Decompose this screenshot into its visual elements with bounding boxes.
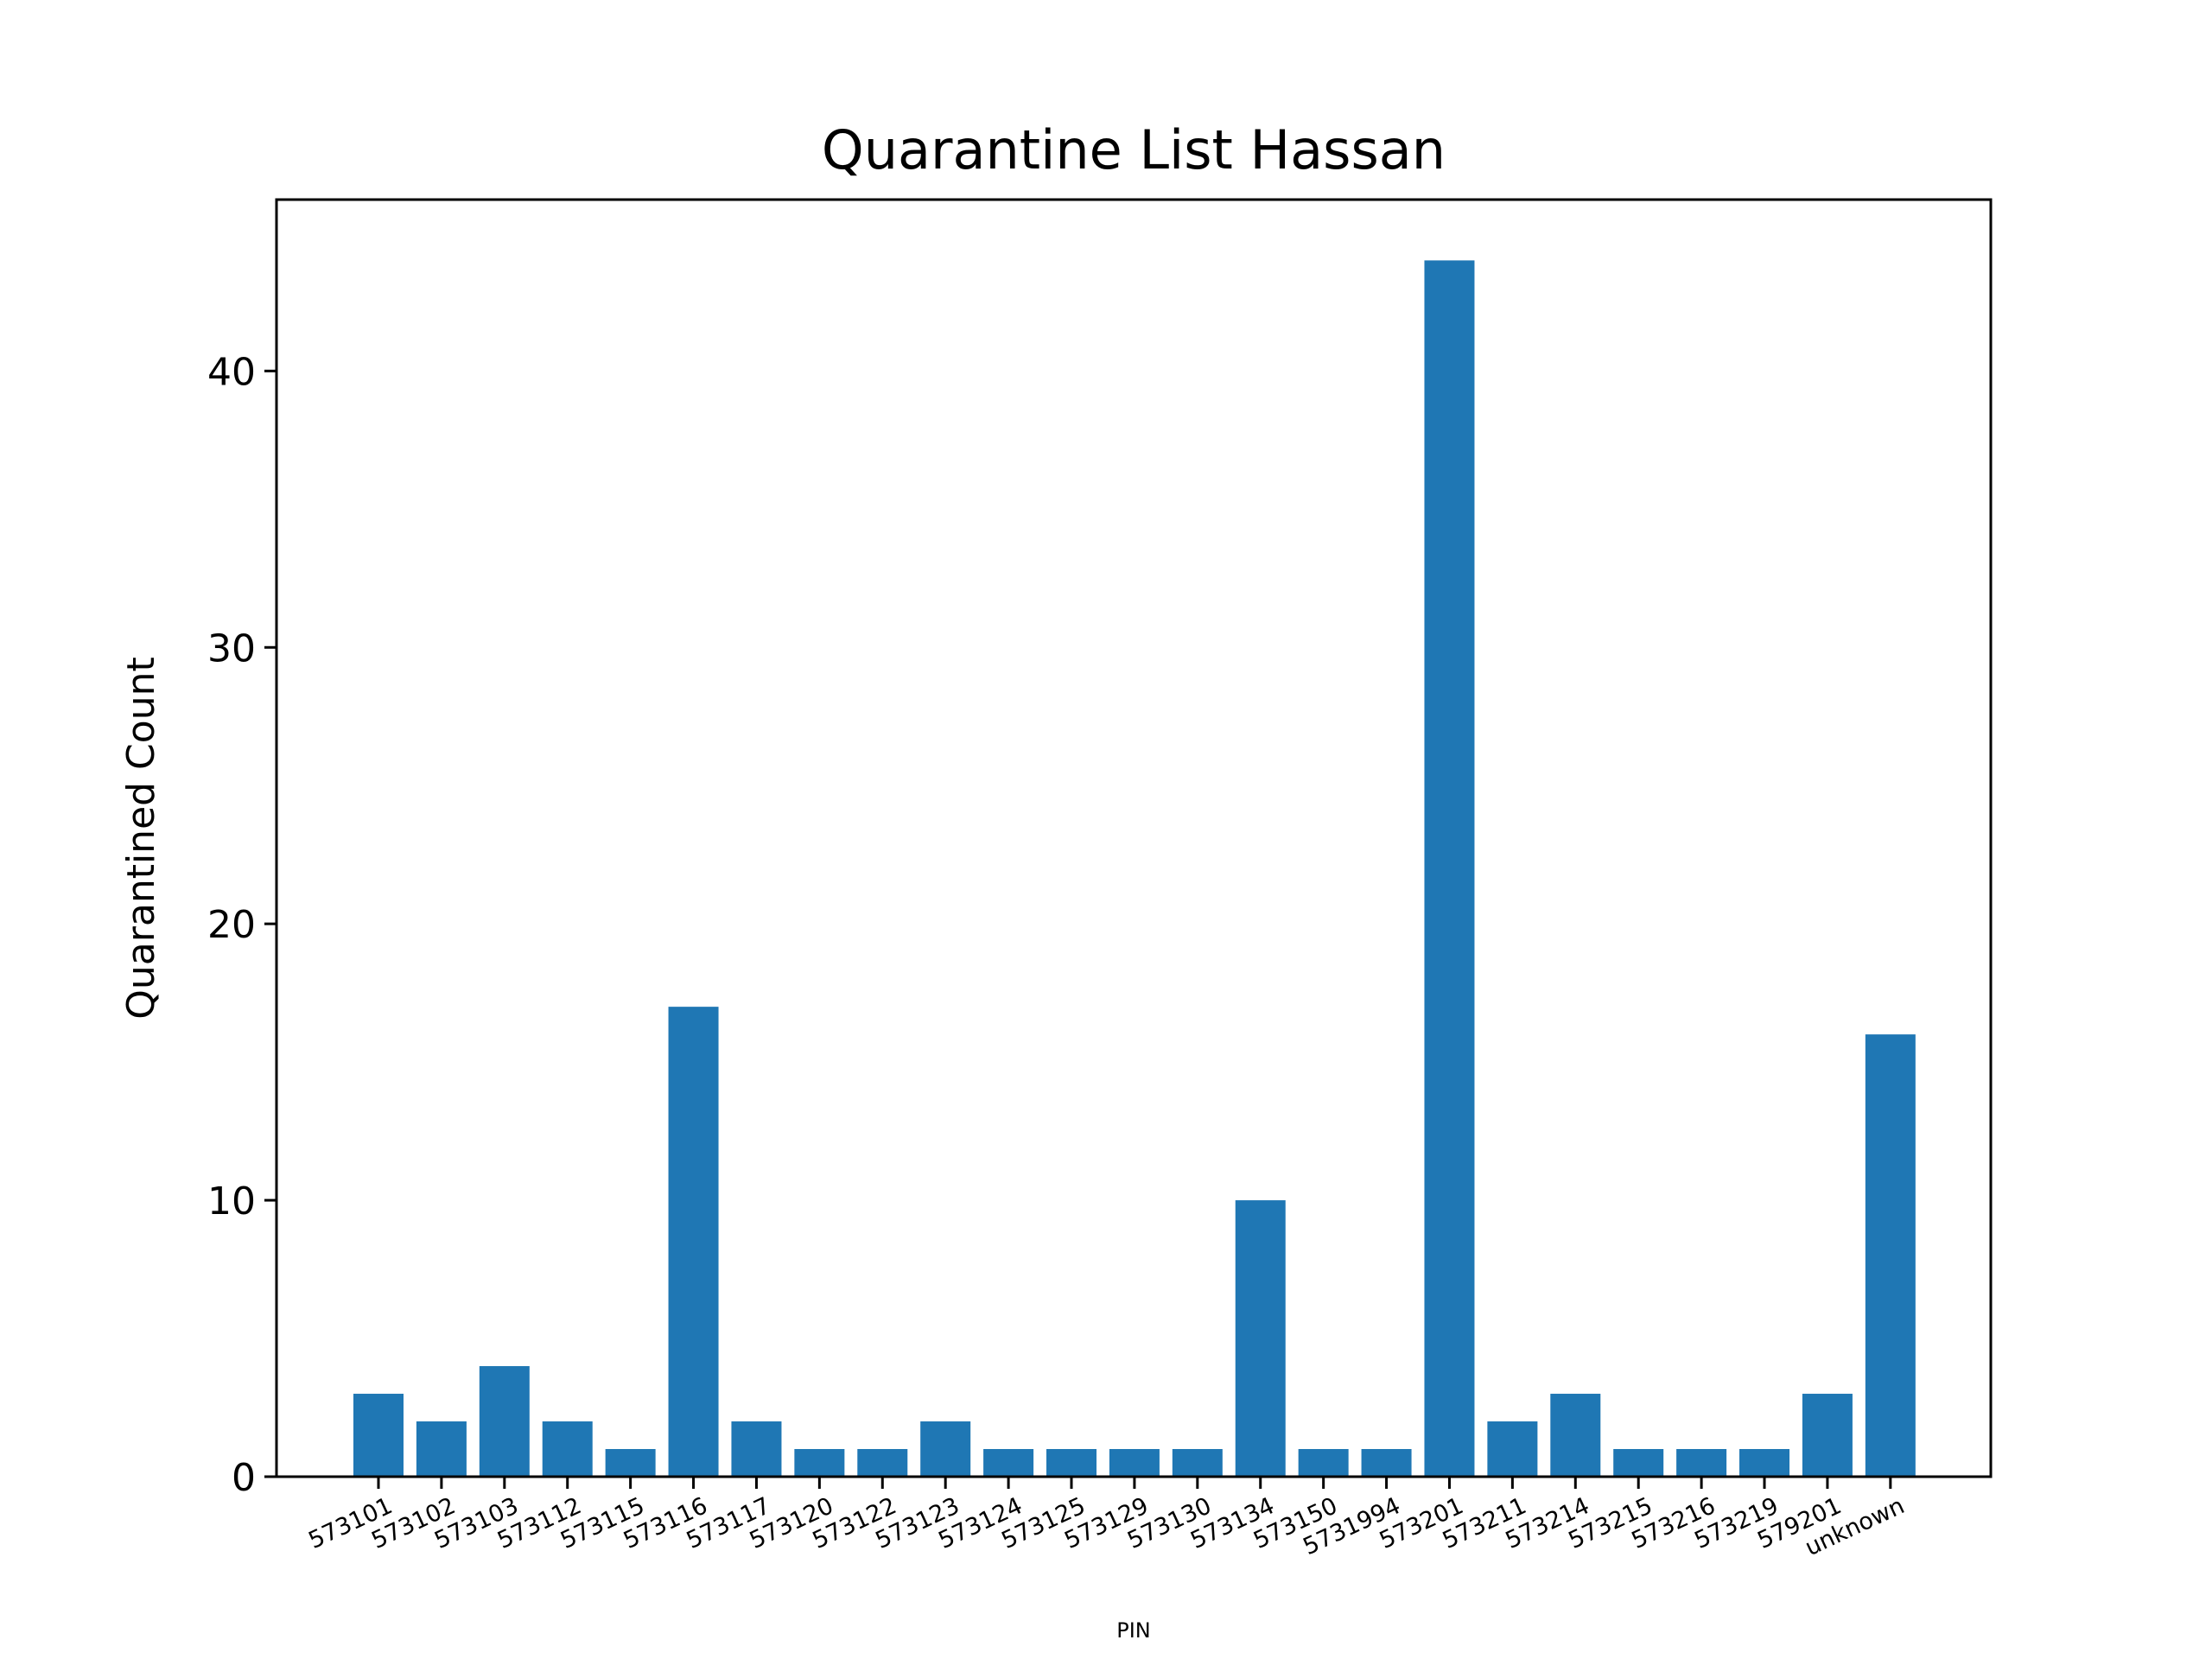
bar-573201 [1424, 260, 1475, 1477]
bar-573101 [353, 1394, 404, 1477]
chart-title: Quarantine List Hassan [822, 118, 1446, 181]
bar-5731994 [1361, 1449, 1412, 1477]
bar-unknown [1865, 1034, 1916, 1477]
bar-573215 [1613, 1449, 1664, 1477]
bar-573130 [1172, 1449, 1223, 1477]
bar-573129 [1109, 1449, 1160, 1477]
y-tick-label: 0 [232, 1456, 256, 1500]
bar-573214 [1550, 1394, 1601, 1477]
bar-573116 [668, 1007, 719, 1477]
y-tick-label: 30 [207, 626, 256, 671]
bars-group [353, 260, 1916, 1477]
bar-573103 [479, 1366, 530, 1477]
bar-573125 [1046, 1449, 1097, 1477]
y-tick-label: 40 [207, 350, 256, 394]
bar-573211 [1487, 1421, 1538, 1477]
y-axis: 0 10 20 30 40 [207, 350, 276, 1500]
bar-573134 [1235, 1200, 1286, 1477]
bar-573117 [731, 1421, 782, 1477]
x-axis-title: PIN [1116, 1618, 1151, 1643]
bar-573102 [416, 1421, 467, 1477]
bar-573124 [983, 1449, 1034, 1477]
bar-573216 [1676, 1449, 1727, 1477]
y-tick-label: 10 [207, 1179, 256, 1224]
bar-573120 [794, 1449, 845, 1477]
y-tick-label: 20 [207, 903, 256, 947]
bar-579201 [1802, 1394, 1853, 1477]
bar-573219 [1739, 1449, 1790, 1477]
bar-573112 [542, 1421, 593, 1477]
bar-573122 [857, 1449, 908, 1477]
bar-573115 [605, 1449, 656, 1477]
bar-573123 [920, 1421, 971, 1477]
bar-573150 [1298, 1449, 1349, 1477]
y-axis-title: Quarantined Count [119, 657, 163, 1019]
